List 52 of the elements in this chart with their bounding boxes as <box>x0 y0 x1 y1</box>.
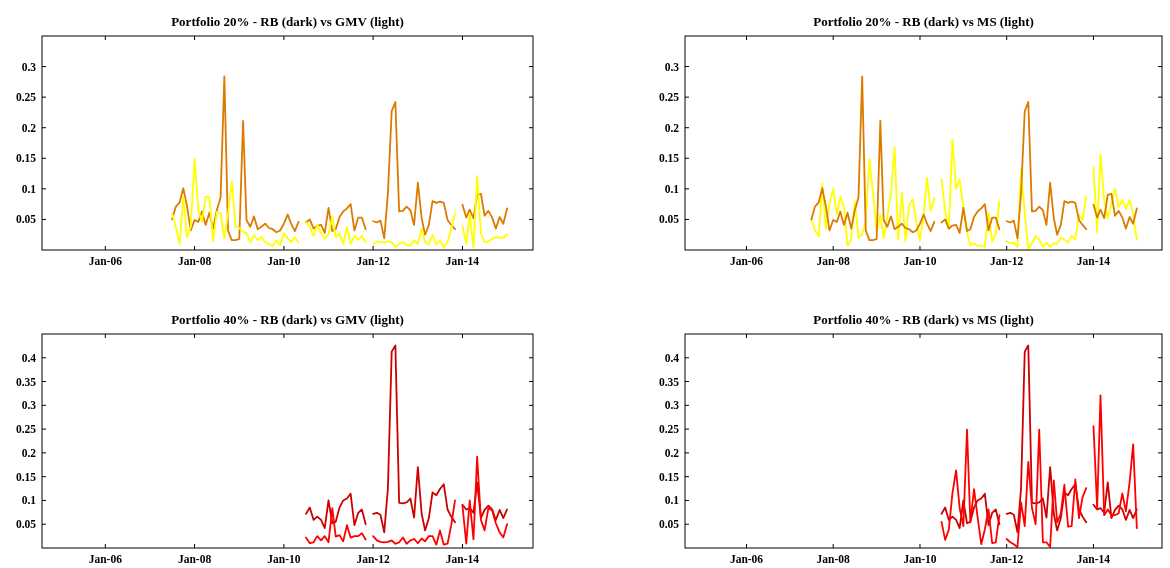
x-tick-label: Jan-12 <box>990 255 1024 267</box>
x-tick-label: Jan-08 <box>816 553 851 565</box>
y-tick-label: 0.35 <box>15 375 37 388</box>
y-tick-label: 0.3 <box>664 399 680 412</box>
y-tick-label: 0.1 <box>664 494 680 507</box>
y-tick-label: 0.1 <box>21 494 37 507</box>
x-tick-label: Jan-08 <box>177 553 212 565</box>
y-tick-label: 0.2 <box>664 446 680 459</box>
y-tick-label: 0.25 <box>15 423 37 436</box>
y-tick-label: 0.4 <box>664 351 680 364</box>
y-tick-label: 0.15 <box>15 152 37 165</box>
x-tick-label: Jan-14 <box>445 553 480 565</box>
x-tick-label: Jan-08 <box>177 255 212 267</box>
x-tick-label: Jan-14 <box>445 255 480 267</box>
y-tick-label: 0.3 <box>21 60 37 73</box>
x-tick-label: Jan-06 <box>88 255 123 267</box>
y-tick-label: 0.1 <box>664 182 680 195</box>
y-tick-label: 0.2 <box>664 121 680 134</box>
y-tick-label: 0.25 <box>658 423 680 436</box>
x-tick-label: Jan-10 <box>267 553 301 565</box>
x-tick-label: Jan-12 <box>356 255 390 267</box>
x-tick-label: Jan-14 <box>1076 553 1111 565</box>
y-tick-label: 0.3 <box>21 399 37 412</box>
y-tick-label: 0.05 <box>658 518 680 531</box>
y-tick-label: 0.35 <box>658 375 680 388</box>
chart-title: Portfolio 40% - RB (dark) vs MS (light) <box>813 312 1034 327</box>
y-tick-label: 0.05 <box>658 213 680 226</box>
y-tick-label: 0.3 <box>664 60 680 73</box>
y-tick-label: 0.15 <box>658 470 680 483</box>
y-tick-label: 0.05 <box>15 213 37 226</box>
x-tick-label: Jan-06 <box>729 553 764 565</box>
x-tick-label: Jan-08 <box>816 255 851 267</box>
x-tick-label: Jan-12 <box>356 553 390 565</box>
y-tick-label: 0.2 <box>21 121 37 134</box>
y-tick-label: 0.2 <box>21 446 37 459</box>
chart-title: Portfolio 20% - RB (dark) vs MS (light) <box>813 14 1034 29</box>
y-tick-label: 0.05 <box>15 518 37 531</box>
y-tick-label: 0.25 <box>658 91 680 104</box>
chart-title: Portfolio 20% - RB (dark) vs GMV (light) <box>171 14 404 29</box>
x-tick-label: Jan-10 <box>903 255 937 267</box>
chart-title: Portfolio 40% - RB (dark) vs GMV (light) <box>171 312 404 327</box>
x-tick-label: Jan-06 <box>729 255 764 267</box>
x-tick-label: Jan-10 <box>903 553 937 565</box>
y-tick-label: 0.1 <box>21 182 37 195</box>
x-tick-label: Jan-14 <box>1076 255 1111 267</box>
x-tick-label: Jan-12 <box>990 553 1024 565</box>
x-tick-label: Jan-06 <box>88 553 123 565</box>
y-tick-label: 0.15 <box>15 470 37 483</box>
y-tick-label: 0.15 <box>658 152 680 165</box>
y-tick-label: 0.25 <box>15 91 37 104</box>
x-tick-label: Jan-10 <box>267 255 301 267</box>
y-tick-label: 0.4 <box>21 351 37 364</box>
